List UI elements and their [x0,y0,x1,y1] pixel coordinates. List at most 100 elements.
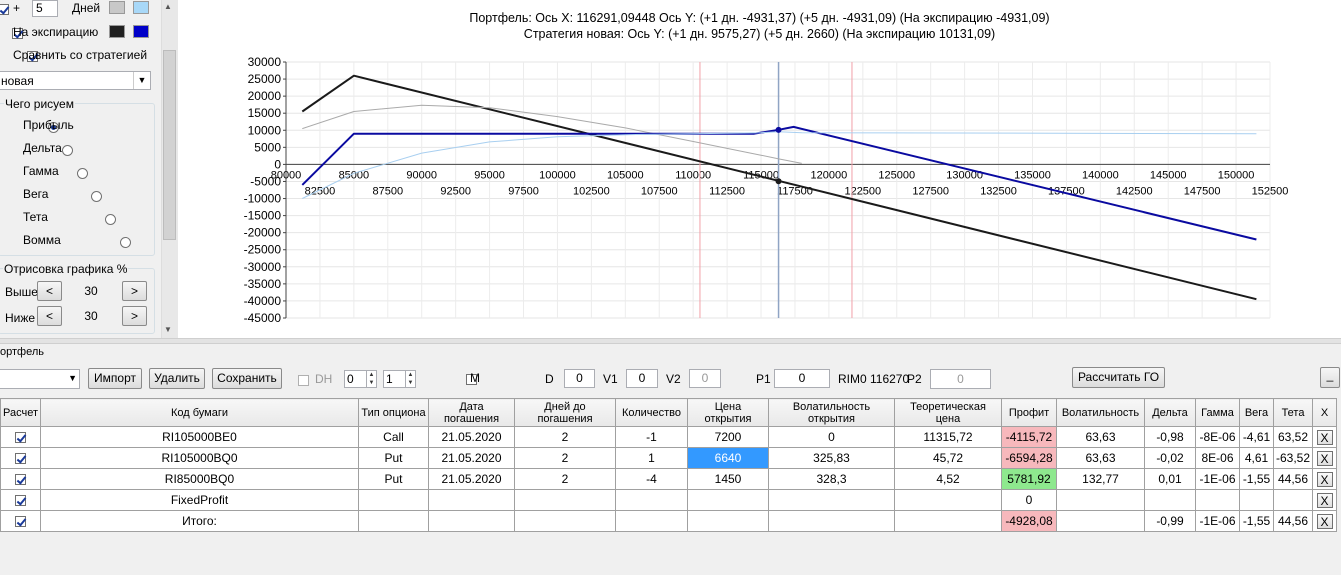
qty-cell[interactable]: -4 [615,468,688,490]
remove-row-button[interactable]: X [1316,513,1333,529]
profit-cell[interactable]: 5781,92 [1001,468,1057,490]
delta-cell[interactable]: -0,02 [1144,447,1196,469]
remove-cell[interactable]: X [1312,426,1338,448]
scroll-down-icon[interactable]: ▼ [164,325,172,334]
theo-cell[interactable]: 45,72 [894,447,1002,469]
calc-cell[interactable] [0,426,41,448]
remove-cell[interactable]: X [1312,489,1338,511]
gamma-cell[interactable]: -8E-06 [1195,426,1240,448]
gamma-cell[interactable]: -1E-06 [1195,468,1240,490]
price-cell[interactable] [687,489,769,511]
v1-input[interactable]: 0 [626,369,658,388]
col-header-calc[interactable]: Расчет [0,398,41,427]
spin1-arrows-icon[interactable]: ▲ ▼ [366,371,376,388]
spin1-input[interactable]: 0 ▲ ▼ [344,370,377,388]
expiry-portfolio-color-swatch[interactable] [109,25,125,38]
date-cell[interactable]: 21.05.2020 [428,468,515,490]
qty-cell[interactable] [615,510,688,532]
col-header-vol[interactable]: Волатильность [1056,398,1145,427]
spin2-input[interactable]: 1 ▲ ▼ [383,370,416,388]
vol-open-cell[interactable]: 325,83 [768,447,895,469]
vol-cell[interactable]: 63,63 [1056,447,1145,469]
expiry-strategy-color-swatch[interactable] [133,25,149,38]
col-header-qty[interactable]: Количество [615,398,688,427]
vol-open-cell[interactable]: 0 [768,426,895,448]
col-header-price[interactable]: Цена открытия [687,398,769,427]
below-increase-button[interactable]: > [122,306,147,326]
date-cell[interactable]: 21.05.2020 [428,447,515,469]
calc-checkbox[interactable] [15,432,26,444]
theta-cell[interactable]: -63,52 [1272,447,1314,469]
col-header-days[interactable]: Дней до погашения [514,398,616,427]
vega-cell[interactable] [1239,489,1274,511]
type-cell[interactable]: Put [358,447,429,469]
radio-profit[interactable] [48,122,60,134]
col-header-type[interactable]: Тип опциона [358,398,429,427]
delta-cell[interactable]: -0,99 [1144,510,1196,532]
scroll-up-icon[interactable]: ▲ [164,2,172,11]
calc-checkbox[interactable] [15,474,26,486]
code-cell[interactable]: FixedProfit [40,489,359,511]
price-cell[interactable] [687,510,769,532]
qty-cell[interactable]: 1 [615,447,688,469]
theo-cell[interactable]: 11315,72 [894,426,1002,448]
theo-cell[interactable] [894,510,1002,532]
type-cell[interactable]: Put [358,468,429,490]
delta-cell[interactable]: 0,01 [1144,468,1196,490]
col-header-theo[interactable]: Теоретическая цена [894,398,1002,427]
calc-cell[interactable] [0,489,41,511]
days-strategy-color-swatch[interactable] [133,1,149,14]
code-cell[interactable]: RI105000BQ0 [40,447,359,469]
delta-cell[interactable]: -0,98 [1144,426,1196,448]
vega-cell[interactable]: 4,61 [1239,447,1274,469]
type-cell[interactable] [358,489,429,511]
remove-row-button[interactable]: X [1316,450,1333,466]
minimize-button[interactable]: _ [1320,367,1340,388]
vega-cell[interactable]: -4,61 [1239,426,1274,448]
days-cell[interactable] [514,510,616,532]
radio-vomma[interactable] [119,237,131,249]
vol-cell[interactable]: 132,77 [1056,468,1145,490]
vol-open-cell[interactable] [768,510,895,532]
days-portfolio-color-swatch[interactable] [109,1,125,14]
vol-cell[interactable] [1056,489,1145,511]
chevron-down-icon[interactable]: ▼ [133,72,150,89]
delete-button[interactable]: Удалить [149,368,205,389]
remove-cell[interactable]: X [1312,447,1338,469]
save-button[interactable]: Сохранить [212,368,282,389]
gamma-cell[interactable]: -1E-06 [1195,510,1240,532]
splitter[interactable] [0,338,1341,344]
import-button[interactable]: Импорт [88,368,142,389]
delta-cell[interactable] [1144,489,1196,511]
p1-input[interactable]: 0 [774,369,830,388]
radio-delta[interactable] [62,145,74,157]
vol-cell[interactable]: 63,63 [1056,426,1145,448]
calc-checkbox[interactable] [15,495,26,507]
code-cell[interactable]: RI85000BQ0 [40,468,359,490]
payoff-chart[interactable]: Портфель: Ось X: 116291,09448 Ось Y: (+1… [178,0,1341,338]
strategy-select[interactable]: новая ▼ [0,71,151,90]
above-value[interactable]: 30 [84,284,98,298]
below-decrease-button[interactable]: < [37,306,62,326]
date-cell[interactable] [428,510,515,532]
theo-cell[interactable]: 4,52 [894,468,1002,490]
remove-row-button[interactable]: X [1316,492,1333,508]
profit-cell[interactable]: -6594,28 [1001,447,1057,469]
vol-open-cell[interactable]: 328,3 [768,468,895,490]
remove-row-button[interactable]: X [1316,429,1333,445]
type-cell[interactable]: Call [358,426,429,448]
radio-theta[interactable] [105,214,117,226]
calc-go-button[interactable]: Рассчитать ГО [1072,367,1165,388]
days-cell[interactable] [514,489,616,511]
col-header-gamma[interactable]: Гамма [1195,398,1240,427]
m-checkbox[interactable] [466,374,478,386]
d-input[interactable]: 0 [564,369,595,388]
theta-cell[interactable] [1272,489,1314,511]
col-header-code[interactable]: Код бумаги [40,398,359,427]
calc-checkbox[interactable] [15,516,26,528]
v2-input[interactable]: 0 [689,369,721,388]
profit-cell[interactable]: -4115,72 [1001,426,1057,448]
gamma-cell[interactable]: 8E-06 [1195,447,1240,469]
qty-cell[interactable] [615,489,688,511]
dh-checkbox[interactable] [298,375,309,387]
